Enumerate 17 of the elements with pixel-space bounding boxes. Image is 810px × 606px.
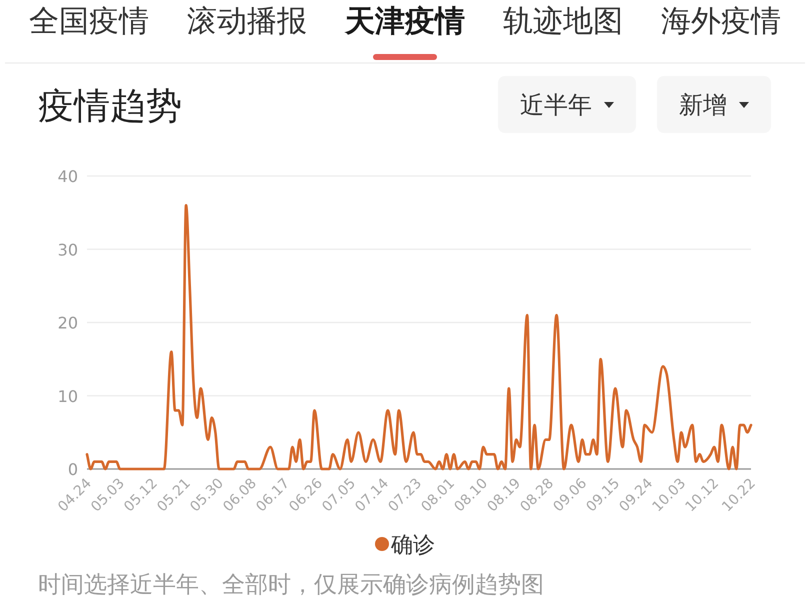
text: 海外疫情: [661, 4, 781, 39]
text: 轨迹地图: [503, 4, 623, 39]
y-tick-label: 30: [58, 240, 78, 260]
text: 时间选择近半年、全部时，仅展示确诊病例趋势图: [38, 572, 544, 598]
text: 新增: [679, 91, 727, 119]
text: 滚动播报: [187, 4, 307, 39]
chart-title: 疫情趋势: [38, 86, 182, 127]
line-series: [86, 204, 752, 470]
y-tick-label: 40: [58, 167, 78, 186]
y-tick-label: 20: [58, 314, 78, 332]
text: 近半年: [520, 91, 592, 119]
legend: 确诊: [375, 533, 435, 558]
y-tick-label: 0: [68, 460, 78, 479]
y-tick-label: 10: [58, 386, 78, 406]
text: 全国疫情: [29, 4, 149, 39]
legend-label: 确诊: [390, 533, 435, 558]
text: 天津疫情: [344, 4, 465, 39]
